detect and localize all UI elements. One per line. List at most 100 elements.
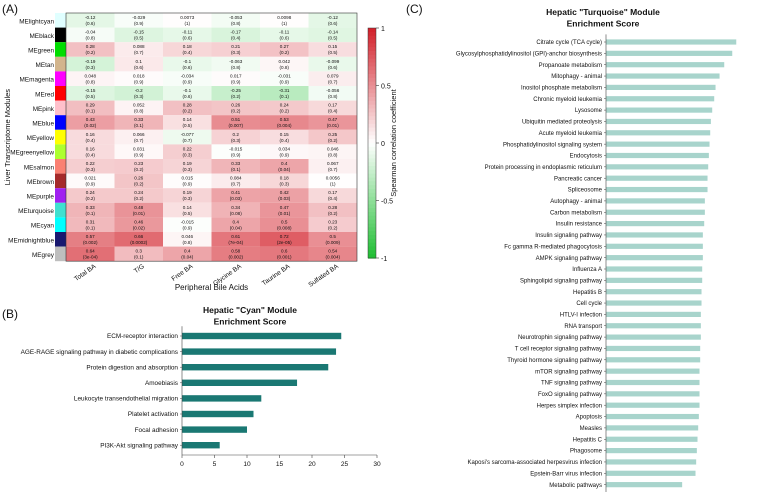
- cell-p-value: (0.7): [183, 138, 193, 143]
- cell-correlation-value: 0.24: [86, 190, 95, 195]
- colorbar-segment: [368, 70, 376, 75]
- bar: [606, 107, 713, 113]
- bile-acid-column-label: Sulfated BA: [307, 263, 340, 289]
- bar: [606, 50, 733, 56]
- bar: [606, 39, 737, 45]
- heatmap-cell: [163, 71, 212, 86]
- heatmap-cell: [211, 86, 260, 101]
- cell-p-value: (0.5): [328, 50, 338, 55]
- heatmap-cell: [308, 144, 357, 159]
- cell-p-value: (0.7): [328, 167, 338, 172]
- heatmap-cell: [260, 115, 309, 130]
- module-label-metan: MEtan: [36, 62, 55, 69]
- cell-p-value: (0.9): [231, 152, 241, 157]
- heatmap-cell: [260, 71, 309, 86]
- cell-p-value: (0.04): [181, 255, 193, 260]
- cell-correlation-value: 0.27: [280, 44, 289, 49]
- cell-p-value: (0.4): [328, 196, 338, 201]
- cell-correlation-value: -0.015: [181, 219, 194, 224]
- colorbar-segment: [368, 104, 376, 110]
- cell-correlation-value: 0.079: [327, 73, 339, 78]
- cell-correlation-value: -0.053: [229, 15, 242, 20]
- category-label: Measles: [580, 426, 602, 432]
- bar: [606, 289, 702, 295]
- bar: [182, 442, 220, 449]
- heatmap-cell: [211, 159, 260, 174]
- category-label: Amoebiasis: [145, 380, 178, 387]
- cell-p-value: (0.6): [183, 94, 193, 99]
- module-color-swatch: [55, 27, 66, 43]
- colorbar-segment: [368, 166, 376, 171]
- category-label: Insulin signaling pathway: [535, 233, 602, 239]
- colorbar-segment: [368, 58, 376, 64]
- bar: [606, 62, 725, 68]
- cell-correlation-value: 0.72: [280, 234, 289, 239]
- category-label: Focal adhesion: [135, 427, 179, 434]
- colorbar-segment: [368, 181, 376, 186]
- cell-correlation-value: 0.0098: [277, 15, 291, 20]
- bar: [182, 410, 254, 418]
- heatmap-cell: [308, 232, 357, 247]
- chart-title: Hepatic "Cyan" Module: [203, 305, 297, 315]
- cell-p-value: (2e-05): [277, 240, 292, 245]
- category-label: Thyroid hormone signaling pathway: [507, 358, 602, 364]
- heatmap-cell: [114, 71, 163, 86]
- cell-p-value: (0.4): [231, 36, 241, 41]
- heatmap-cell: [260, 86, 309, 101]
- cell-p-value: (0.7): [134, 50, 144, 55]
- bar: [606, 470, 696, 476]
- colorbar-segment: [368, 231, 376, 236]
- category-label: Cell cycle: [576, 301, 602, 307]
- cell-p-value: (0.02): [133, 225, 145, 230]
- module-label-mesalmon: MEsalmon: [24, 164, 55, 171]
- colorbar-segment: [368, 47, 376, 52]
- heatmap-cell: [66, 13, 115, 28]
- colorbar-segment: [368, 54, 376, 60]
- cell-correlation-value: -0.11: [279, 30, 290, 35]
- colorbar-segment: [368, 135, 376, 140]
- colorbar-segment: [368, 120, 376, 125]
- cell-p-value: (0.9): [183, 182, 193, 187]
- category-label: Epstein-Barr virus infection: [530, 471, 602, 477]
- module-color-swatch: [55, 159, 66, 174]
- bar: [606, 277, 703, 283]
- module-label-megreen: MEgreen: [28, 48, 54, 55]
- cell-correlation-value: 0.031: [133, 146, 145, 151]
- colorbar-segment: [368, 250, 376, 255]
- cell-p-value: (0.6): [134, 65, 144, 70]
- cell-correlation-value: 0.22: [86, 161, 95, 166]
- colorbar-segment: [368, 31, 376, 37]
- category-label: FoxO signaling pathway: [538, 392, 602, 398]
- heatmap-cell: [260, 27, 309, 43]
- cell-p-value: (0.01): [133, 211, 145, 216]
- heatmap-cell: [211, 56, 260, 72]
- heatmap-cell: [66, 173, 115, 189]
- category-label: Ubiquitin mediated proteolysis: [522, 120, 602, 126]
- cell-correlation-value: 0.16: [86, 132, 95, 137]
- category-label: Spliceosome: [568, 188, 603, 194]
- heatmap-cell: [66, 144, 115, 159]
- cell-p-value: (0.3): [183, 167, 193, 172]
- bar: [606, 459, 697, 465]
- heatmap-cell: [66, 27, 115, 43]
- cell-correlation-value: 0.51: [231, 117, 240, 122]
- module-color-swatch: [55, 42, 66, 57]
- cell-correlation-value: -0.015: [229, 146, 242, 151]
- category-label: Endocytosis: [570, 154, 602, 160]
- cell-correlation-value: -0.099: [326, 59, 339, 64]
- category-label: Apoptosis: [576, 415, 602, 421]
- bar: [606, 232, 703, 238]
- cell-p-value: (0.5): [183, 211, 193, 216]
- category-label: Leukocyte transendothelial migration: [74, 396, 179, 403]
- module-label-megrey: MEgrey: [32, 252, 55, 259]
- cell-correlation-value: -0.034: [181, 73, 194, 78]
- bar: [606, 152, 709, 159]
- cell-correlation-value: -0.2: [135, 88, 143, 93]
- bar: [606, 175, 708, 181]
- colorbar-segment: [368, 139, 376, 144]
- module-color-swatch: [55, 144, 66, 159]
- category-label: Mitophagy - animal: [551, 74, 602, 80]
- cell-p-value: (0.9): [183, 79, 193, 84]
- heatmap-cell: [114, 202, 163, 218]
- heatmap-cell: [211, 202, 260, 218]
